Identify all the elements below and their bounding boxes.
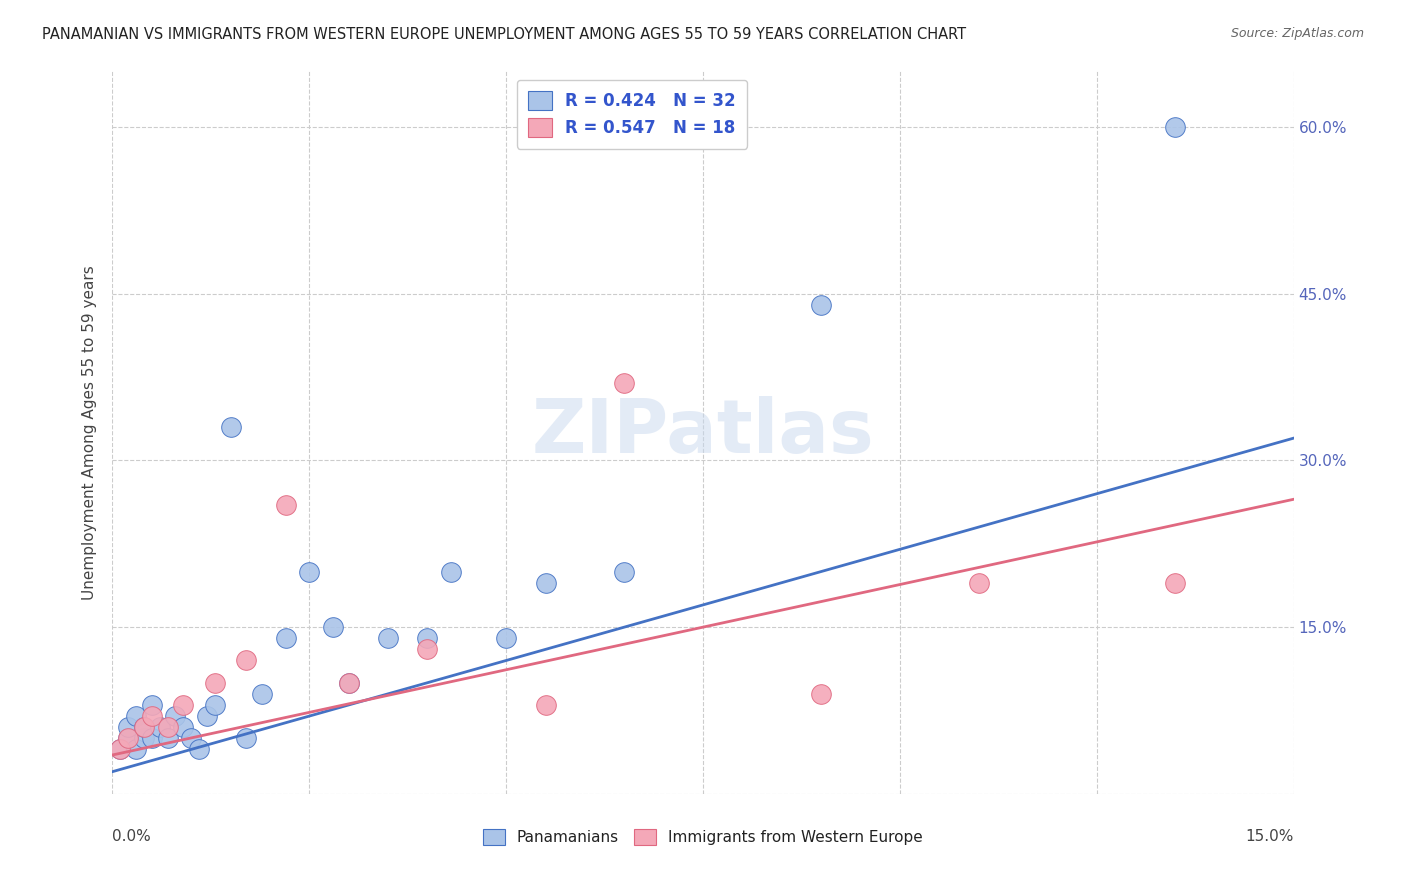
Point [141, 731, 163, 746]
Point [274, 498, 297, 512]
Point [337, 675, 360, 690]
Legend: Panamanians, Immigrants from Western Europe: Panamanians, Immigrants from Western Eur… [477, 822, 929, 851]
Point [810, 687, 832, 701]
Point [141, 698, 163, 712]
Point [132, 720, 155, 734]
Point [534, 698, 557, 712]
Point [219, 420, 242, 434]
Point [440, 565, 463, 579]
Point [172, 720, 194, 734]
Point [204, 698, 226, 712]
Point [110, 742, 132, 756]
Point [416, 642, 439, 657]
Point [195, 709, 218, 723]
Text: Source: ZipAtlas.com: Source: ZipAtlas.com [1230, 27, 1364, 40]
Point [613, 376, 636, 390]
Text: PANAMANIAN VS IMMIGRANTS FROM WESTERN EUROPE UNEMPLOYMENT AMONG AGES 55 TO 59 YE: PANAMANIAN VS IMMIGRANTS FROM WESTERN EU… [42, 27, 966, 42]
Point [250, 687, 273, 701]
Text: ZIPatlas: ZIPatlas [531, 396, 875, 469]
Point [149, 720, 172, 734]
Point [967, 575, 990, 590]
Point [322, 620, 344, 634]
Point [188, 742, 211, 756]
Point [156, 720, 179, 734]
Point [125, 742, 148, 756]
Point [298, 565, 321, 579]
Text: 15.0%: 15.0% [1246, 829, 1294, 844]
Point [117, 720, 139, 734]
Point [117, 731, 139, 746]
Point [204, 675, 226, 690]
Point [274, 632, 297, 646]
Point [337, 675, 360, 690]
Text: 0.0%: 0.0% [112, 829, 152, 844]
Point [117, 731, 139, 746]
Point [172, 698, 194, 712]
Point [1164, 575, 1187, 590]
Point [416, 632, 439, 646]
Point [810, 298, 832, 312]
Y-axis label: Unemployment Among Ages 55 to 59 years: Unemployment Among Ages 55 to 59 years [82, 265, 97, 600]
Point [141, 709, 163, 723]
Point [110, 742, 132, 756]
Point [235, 653, 257, 667]
Point [180, 731, 202, 746]
Point [156, 731, 179, 746]
Point [495, 632, 517, 646]
Point [125, 709, 148, 723]
Point [235, 731, 257, 746]
Point [132, 731, 155, 746]
Point [534, 575, 557, 590]
Point [1164, 120, 1187, 134]
Point [613, 565, 636, 579]
Point [165, 709, 187, 723]
Point [377, 632, 399, 646]
Point [132, 720, 155, 734]
